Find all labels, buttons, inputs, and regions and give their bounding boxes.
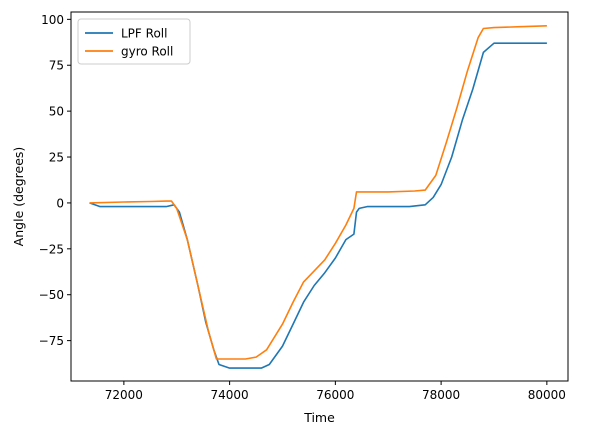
y-tick-label: −50 [39,288,64,302]
x-tick-label: 80000 [528,388,566,402]
y-tick-label: 0 [56,196,64,210]
legend-label: gyro Roll [121,45,173,59]
series-line-gyro-roll [89,25,547,360]
y-tick-label: −25 [39,242,64,256]
x-tick-label: 78000 [422,388,460,402]
legend: LPF Roll gyro Roll [77,18,191,65]
y-tick-label: 50 [49,105,64,119]
legend-box [77,18,191,65]
series-line-lpf-roll [89,42,547,369]
x-axis-ticks: 72000 74000 76000 78000 80000 [105,381,566,402]
y-tick-label: −75 [39,334,64,348]
legend-label: LPF Roll [121,27,167,41]
x-axis-label: Time [303,410,335,425]
y-tick-label: 25 [49,151,64,165]
x-tick-label: 72000 [105,388,143,402]
plot-frame [70,11,569,382]
x-tick-label: 74000 [211,388,249,402]
y-axis-label: Angle (degrees) [11,147,26,247]
y-tick-label: 100 [41,13,64,27]
series-group [89,25,547,369]
y-tick-label: 75 [49,59,64,73]
x-tick-label: 76000 [316,388,354,402]
y-axis-ticks: −75 −50 −25 0 25 50 75 100 [39,13,71,348]
